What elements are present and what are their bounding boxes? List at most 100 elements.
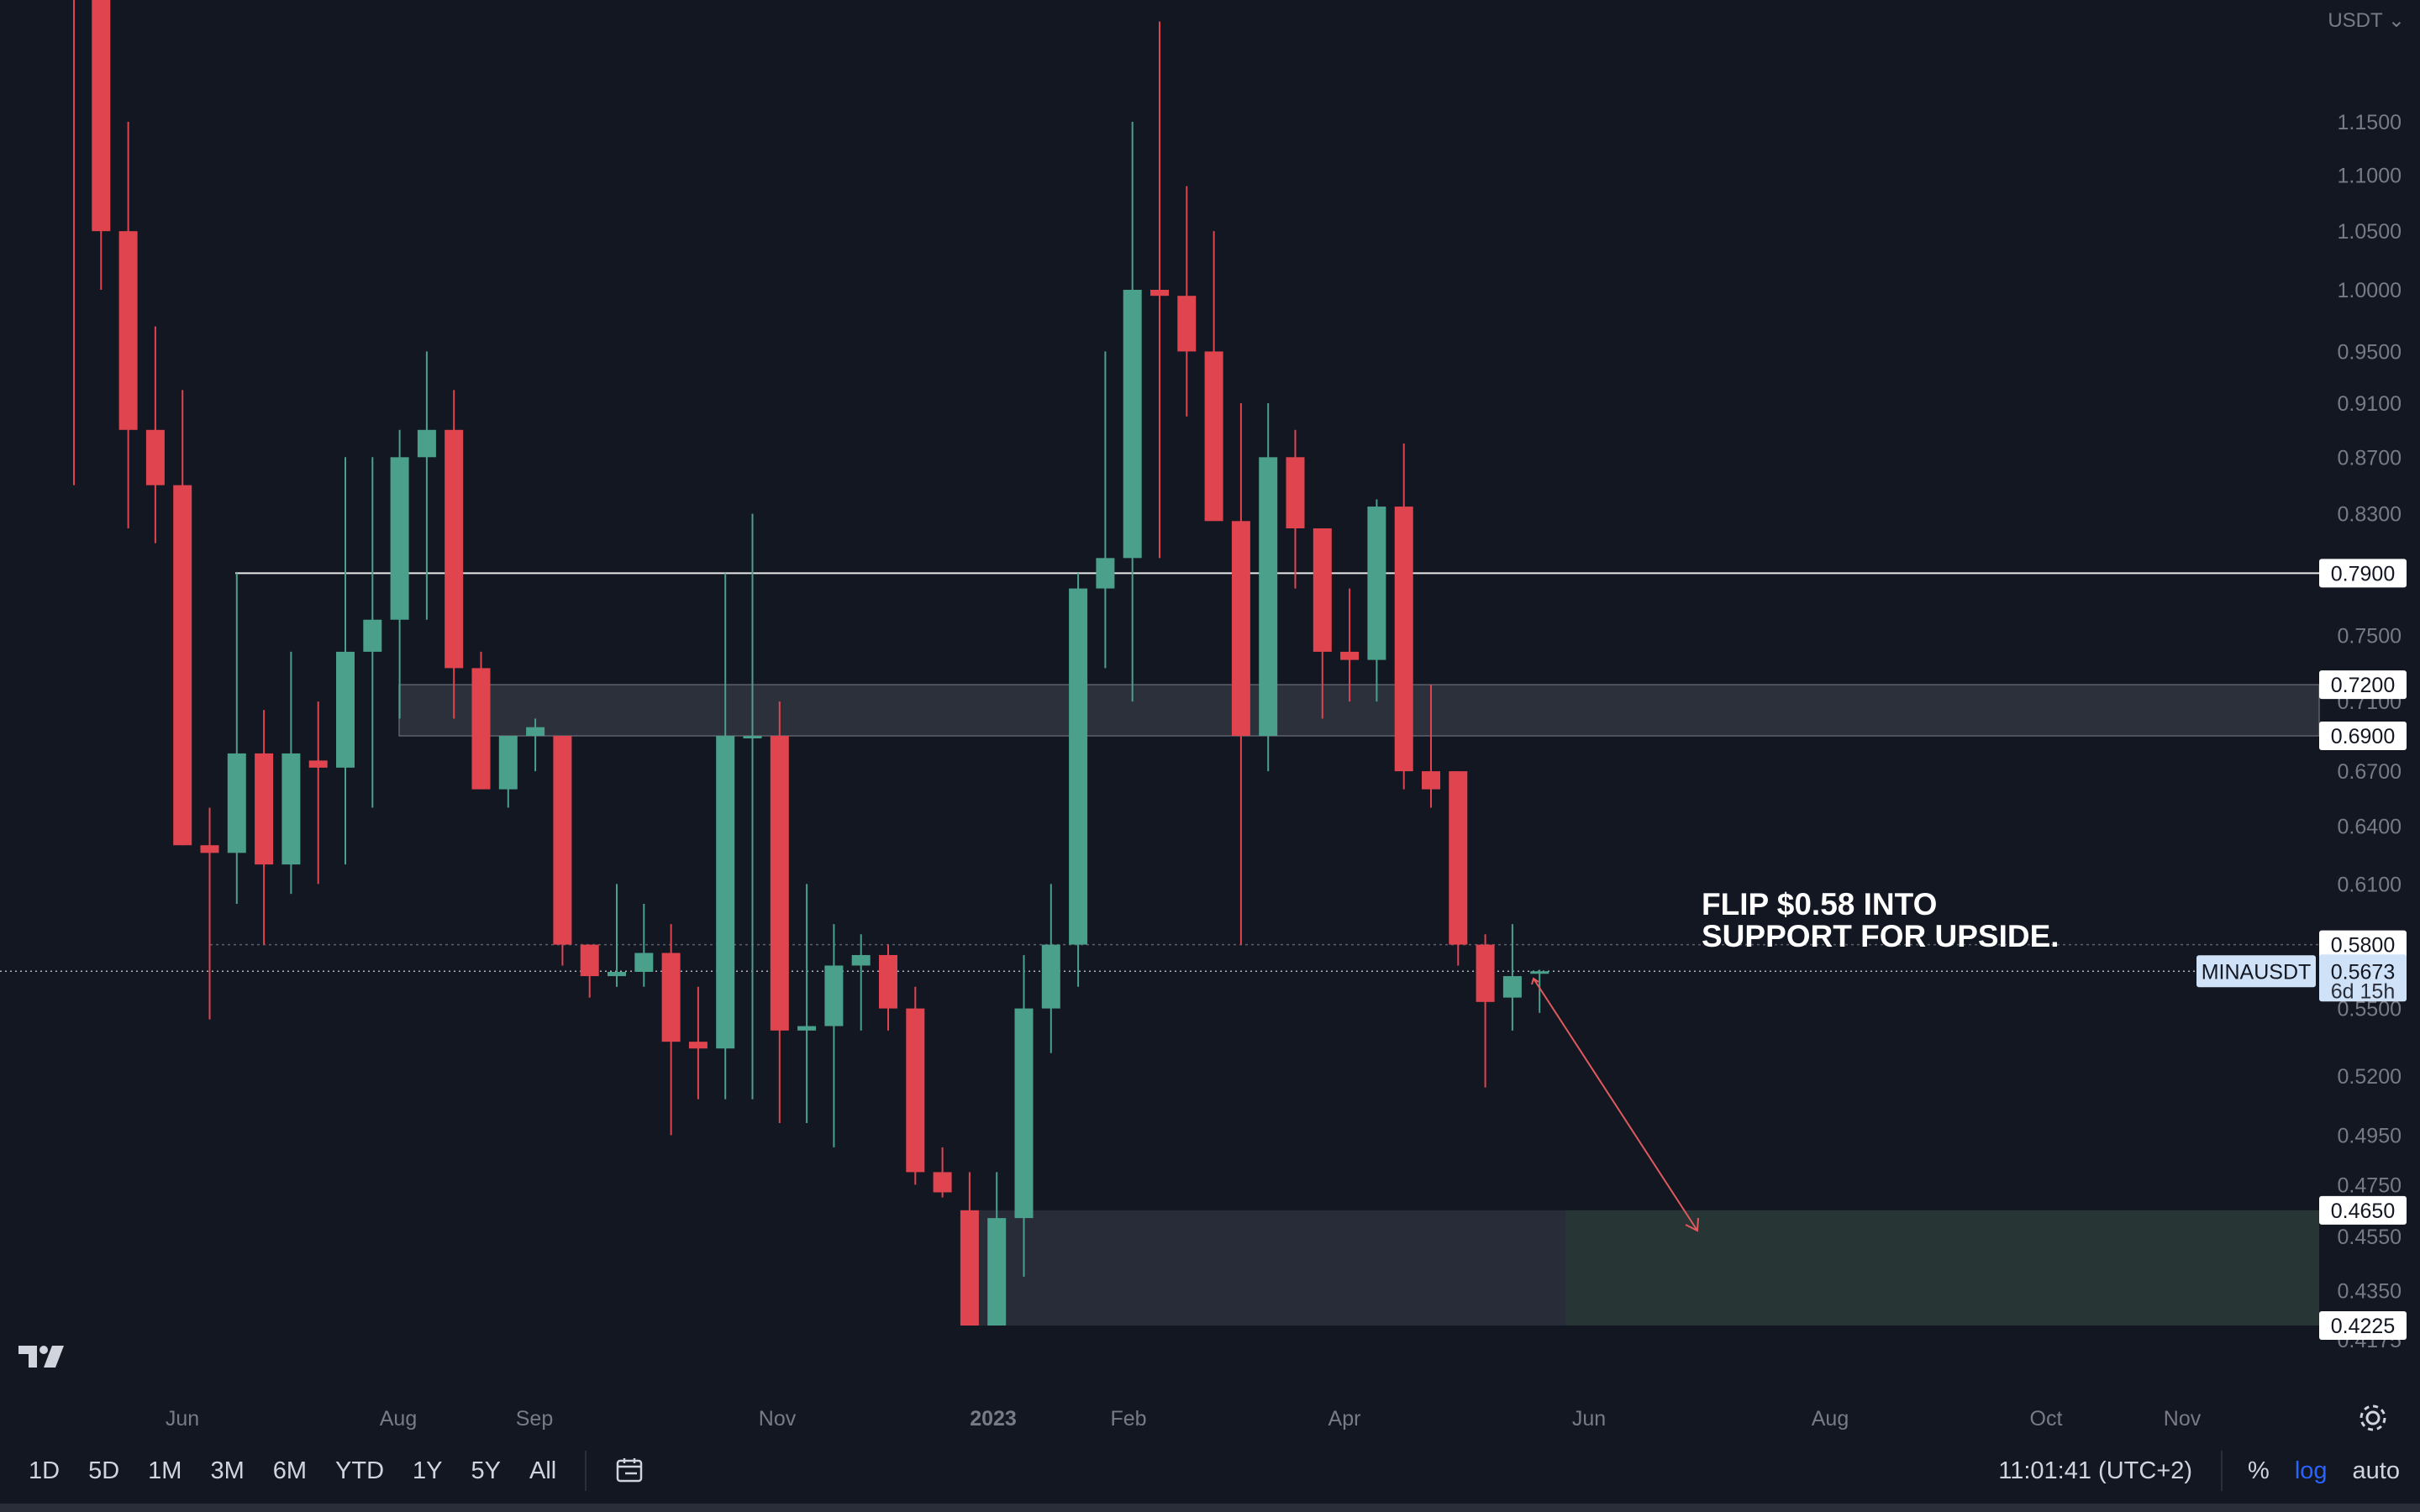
- candle: [851, 934, 871, 1031]
- candle: [824, 924, 844, 1147]
- price-chart[interactable]: FLIP $0.58 INTO SUPPORT FOR UPSIDE. 1.15…: [0, 0, 2420, 1438]
- price-tick-label: 0.4750: [2338, 1173, 2402, 1197]
- candle-body: [308, 760, 328, 768]
- candle-body: [281, 753, 301, 865]
- timeframe-all[interactable]: All: [529, 1457, 557, 1484]
- candle-body: [770, 736, 789, 1031]
- currency-selector[interactable]: USDT ⌄: [2328, 8, 2405, 33]
- price-tag-value: 0.4650: [2331, 1200, 2395, 1223]
- candle: [1367, 499, 1386, 702]
- timeframe-5y[interactable]: 5Y: [471, 1457, 502, 1484]
- price-tag-value: 0.7200: [2331, 674, 2395, 697]
- zones-layer: [398, 684, 2320, 1326]
- time-tick-label: Sep: [516, 1407, 553, 1431]
- price-tick-label: 0.6100: [2338, 873, 2402, 896]
- price-tag-value: 0.7900: [2331, 562, 2395, 585]
- target-zone: [1565, 1210, 2319, 1326]
- candle: [1259, 402, 1278, 772]
- candle: [634, 904, 654, 987]
- clock[interactable]: 11:01:41 (UTC+2): [1998, 1457, 2193, 1484]
- candle-body: [661, 953, 681, 1042]
- candle: [1502, 924, 1522, 1031]
- price-tick-label: 0.8700: [2338, 446, 2402, 470]
- price-tick-label: 0.6700: [2338, 760, 2402, 784]
- annotation-layer: FLIP $0.58 INTO SUPPORT FOR UPSIDE.: [1531, 887, 2060, 1232]
- candle: [553, 736, 572, 966]
- candle: [363, 457, 382, 808]
- price-tag-bg: [2319, 1311, 2407, 1340]
- candle-body: [255, 753, 274, 865]
- candle-body: [688, 1042, 708, 1049]
- annotation-line-1: FLIP $0.58 INTO: [1702, 887, 1937, 921]
- candle-body: [580, 944, 599, 977]
- annotation-line-2: SUPPORT FOR UPSIDE.: [1702, 919, 2060, 953]
- price-tag: 0.6900: [2319, 722, 2407, 751]
- candle-body: [1231, 521, 1250, 737]
- log-scale-toggle[interactable]: log: [2294, 1457, 2328, 1484]
- candle-body: [1041, 944, 1060, 1009]
- time-tick-label: 2023: [970, 1407, 1017, 1431]
- arrow-head-icon: [1531, 977, 1539, 985]
- candle: [1530, 969, 1549, 1013]
- price-tick-label: 0.9100: [2338, 392, 2402, 416]
- candle-body: [634, 953, 654, 973]
- timeframe-6m[interactable]: 6M: [272, 1457, 308, 1484]
- candle: [73, 0, 75, 486]
- timeframe-3m[interactable]: 3M: [210, 1457, 245, 1484]
- candle: [716, 573, 735, 1100]
- price-tick-label: 0.4950: [2338, 1124, 2402, 1147]
- candle: [173, 390, 192, 846]
- candle-body: [92, 0, 111, 232]
- candles-layer: [73, 0, 1549, 1326]
- time-tick-label: Oct: [2030, 1407, 2063, 1431]
- candle-body: [1286, 457, 1305, 529]
- candle-body: [851, 954, 871, 966]
- candle-body: [933, 1172, 952, 1193]
- candle-body: [797, 1026, 817, 1031]
- time-tick-label: Nov: [2164, 1407, 2202, 1431]
- right-tools: 11:01:41 (UTC+2) % log auto: [1998, 1438, 2400, 1504]
- price-tag: 0.7900: [2319, 559, 2407, 588]
- candle-body: [824, 965, 844, 1026]
- candle: [879, 944, 897, 1031]
- candle-body: [145, 429, 165, 486]
- tradingview-logo-icon[interactable]: [18, 1342, 71, 1371]
- candle-body: [743, 736, 762, 739]
- timeframe-ytd[interactable]: YTD: [335, 1457, 385, 1484]
- candle: [200, 807, 219, 1020]
- timeframe-5d[interactable]: 5D: [88, 1457, 120, 1484]
- candle-body: [227, 753, 246, 853]
- candle-body: [363, 619, 382, 652]
- percent-scale-toggle[interactable]: %: [2248, 1457, 2270, 1484]
- candle: [471, 651, 491, 790]
- candle: [743, 513, 762, 1100]
- timeframe-1y[interactable]: 1Y: [413, 1457, 443, 1484]
- candle: [1394, 443, 1413, 790]
- candle: [526, 718, 545, 772]
- candle-body: [1014, 1008, 1034, 1219]
- timeframe-1m[interactable]: 1M: [148, 1457, 182, 1484]
- price-tag-value: 0.4225: [2331, 1315, 2395, 1338]
- price-tick-label: 1.1000: [2338, 165, 2402, 188]
- timeframe-1d[interactable]: 1D: [29, 1457, 60, 1484]
- candle-body: [1204, 351, 1223, 522]
- go-to-date-icon[interactable]: [613, 1454, 647, 1488]
- candle: [1422, 685, 1440, 808]
- time-axis[interactable]: Jun Aug Sep Nov 2023 Feb Apr Jun Aug Oct Nov: [166, 1407, 2202, 1431]
- candle-body: [1340, 651, 1360, 660]
- toolbar-divider: [2221, 1451, 2223, 1491]
- price-tick-label: 0.4350: [2338, 1279, 2402, 1303]
- time-tick-label: Aug: [1812, 1407, 1849, 1431]
- price-tag-bg: [2319, 722, 2407, 751]
- arrow-tip-icon: [1685, 1217, 1699, 1232]
- candle-body: [417, 429, 436, 458]
- candle-body: [1313, 528, 1332, 652]
- price-tick-label: 0.8300: [2338, 503, 2402, 527]
- candle-body: [1096, 558, 1115, 589]
- candle-body: [336, 651, 355, 768]
- auto-scale-toggle[interactable]: auto: [2352, 1457, 2400, 1484]
- settings-gear-icon[interactable]: [2356, 1401, 2390, 1435]
- candle-body: [1069, 588, 1088, 945]
- candle: [1123, 121, 1142, 702]
